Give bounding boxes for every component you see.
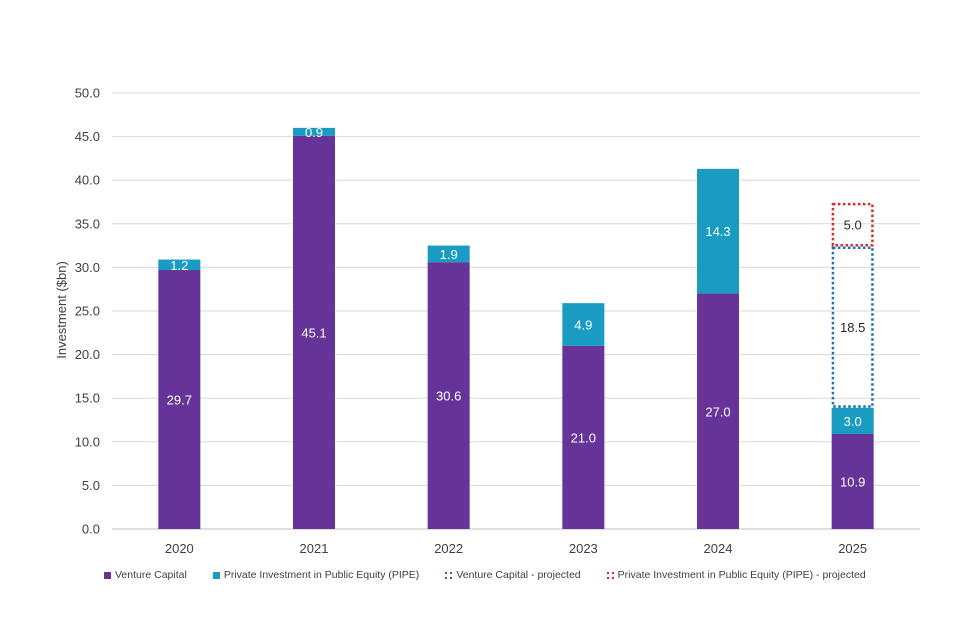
y-tick-label: 20.0 (75, 347, 100, 362)
y-tick-label: 25.0 (75, 304, 100, 319)
data-label: 21.0 (571, 430, 596, 445)
gridlines (112, 92, 920, 530)
bar-private-investment-in-public-equity-pipe (427, 245, 470, 263)
y-tick-label: 35.0 (75, 216, 100, 231)
x-tick-labels: 2020 2021 2022 2023 2024 2025 (165, 541, 867, 556)
data-label: 27.0 (705, 404, 730, 419)
x-tick-label: 2023 (569, 541, 598, 556)
bar-private-investment-in-public-equity-pipe (831, 407, 874, 434)
bar-private-investment-in-public-equity-pipe (158, 259, 201, 271)
legend-label: Private Investment in Public Equity (PIP… (617, 569, 866, 581)
y-axis-label: Investment ($bn) (54, 261, 69, 359)
bar-venture-capital (562, 345, 605, 529)
x-tick-label: 2021 (300, 541, 329, 556)
legend-swatch-pipe-projected (606, 571, 614, 579)
bar-private-investment-in-public-equity-pipe-projected (831, 202, 874, 247)
legend-label: Private Investment in Public Equity (PIP… (223, 569, 420, 581)
x-tick-label: 2024 (704, 541, 733, 556)
legend-label: Venture Capital (115, 569, 187, 581)
y-tick-label: 15.0 (75, 391, 100, 406)
bar-private-investment-in-public-equity-pipe (697, 168, 739, 294)
legend-item-venture-capital-projected: Venture Capital - projected (445, 569, 581, 581)
x-tick-label: 2020 (165, 541, 194, 556)
data-label: 14.3 (705, 224, 730, 239)
y-tick-label: 10.0 (75, 434, 100, 449)
data-labels: 29.7 1.2 45.1 0.9 30.6 1.9 21.0 4.9 27.0 14.3 10.9… (167, 125, 866, 490)
y-tick-label: 30.0 (75, 260, 100, 275)
data-label: 1.9 (440, 247, 458, 262)
y-tick-label: 50.0 (75, 86, 100, 101)
data-label: 30.6 (436, 389, 461, 404)
bar-private-investment-in-public-equity-pipe (562, 303, 605, 346)
bar-venture-capital (158, 270, 201, 529)
bar-venture-capital-projected (831, 246, 874, 408)
y-tick-label: 45.0 (75, 129, 100, 144)
data-label: 18.5 (840, 320, 865, 335)
legend-label: Venture Capital - projected (456, 569, 581, 581)
legend-swatch-pipe (212, 571, 220, 579)
legend-item-pipe: Private Investment in Public Equity (PIP… (212, 569, 420, 581)
x-tick-label: 2022 (434, 541, 463, 556)
legend-item-venture-capital: Venture Capital (104, 569, 187, 581)
bars (158, 127, 874, 529)
data-label: 0.9 (305, 125, 323, 140)
legend-swatch-venture-capital (104, 571, 111, 579)
y-tick-label: 40.0 (75, 173, 100, 188)
y-tick-label: 5.0 (82, 478, 100, 493)
bar-venture-capital (293, 135, 335, 529)
data-label: 10.9 (840, 474, 865, 489)
bar-venture-capital (697, 293, 739, 529)
data-label: 29.7 (167, 393, 192, 408)
data-label: 4.9 (574, 318, 592, 333)
data-label: 5.0 (844, 218, 862, 233)
legend-item-pipe-projected: Private Investment in Public Equity (PIP… (606, 569, 866, 581)
bar-venture-capital (831, 433, 874, 529)
y-tick-labels: 0.0 5.0 10.0 15.0 20.0 25.0 30.0 35.0 40.0 45.0 50… (75, 86, 100, 537)
bar-venture-capital (427, 262, 470, 529)
bar-private-investment-in-public-equity-pipe (293, 127, 335, 136)
legend-swatch-venture-capital-projected (445, 571, 453, 579)
data-label: 45.1 (301, 325, 326, 340)
data-label: 3.0 (844, 414, 862, 429)
x-tick-label: 2025 (838, 541, 867, 556)
legend: Venture Capital Private Investment in Pu… (104, 569, 892, 581)
y-tick-label: 0.0 (82, 522, 100, 537)
data-label: 1.2 (170, 258, 188, 273)
